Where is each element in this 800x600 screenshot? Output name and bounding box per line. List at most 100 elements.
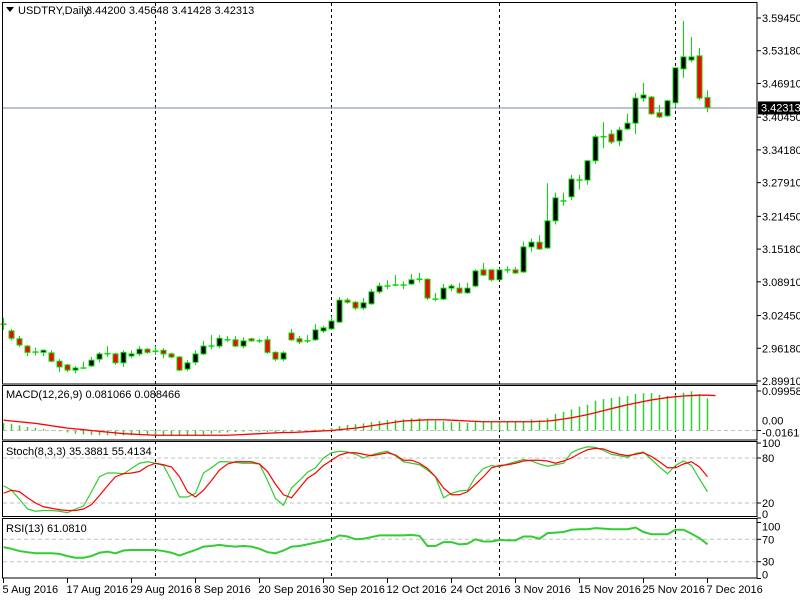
candle-body-bull	[240, 340, 247, 347]
candle	[256, 338, 263, 343]
candle-body-bear	[424, 278, 431, 299]
candle	[288, 328, 295, 341]
candle	[184, 360, 191, 372]
candle	[472, 269, 479, 288]
axes: 3.59450 3.53180 3.46910 3.40450 3.34180 3.279…	[3, 13, 800, 596]
candle	[112, 352, 119, 365]
macd-panel[interactable]: MACD(12,26,9) 0.081066 0.088466	[2, 385, 758, 441]
date-tick-label: 15 Nov 2016	[579, 584, 641, 596]
candle	[496, 268, 503, 281]
stochastic-axis-label: 80	[762, 453, 774, 465]
stochastic-main-line	[3, 446, 709, 514]
candle-body-bull	[616, 129, 623, 142]
dropdown-triangle-icon[interactable]	[6, 7, 14, 12]
candle	[376, 282, 383, 294]
candle	[352, 301, 359, 311]
candle-body-bull	[128, 353, 135, 357]
candle	[384, 280, 391, 290]
stochastic-axis-label: 100	[762, 438, 780, 450]
candle	[648, 96, 655, 115]
stochastic-panel[interactable]: Stoch(8,3,3) 35.3881 55.4134	[2, 441, 758, 517]
candle-body-bull	[72, 367, 79, 371]
rsi-axis-label: 100	[762, 522, 780, 534]
candle	[424, 278, 431, 301]
candle-body-bull	[184, 362, 191, 370]
date-tick-label: 17 Aug 2016	[67, 584, 129, 596]
candle-body-bull	[96, 353, 103, 360]
rsi-line	[3, 526, 709, 559]
candle-body-bear	[264, 339, 271, 353]
candle	[240, 337, 247, 349]
candle	[128, 350, 135, 359]
candle	[488, 269, 495, 282]
date-tick-label: 5 Aug 2016	[3, 584, 59, 596]
candle	[280, 351, 287, 362]
candle	[528, 238, 535, 252]
candle-body-bear	[272, 351, 279, 360]
candle-body-bull	[88, 359, 95, 367]
price-tick-label: 3.34180	[762, 145, 800, 157]
stochastic-axis-label: 20	[762, 498, 774, 510]
candle	[272, 351, 279, 362]
macd-bottom-label: -0.016138	[762, 428, 800, 440]
candle	[152, 346, 159, 355]
candle	[440, 283, 447, 301]
candle	[32, 347, 39, 356]
candle-body-bear	[248, 338, 255, 342]
main-price-panel[interactable]: USDTRY,Daily 3.44200 3.45648 3.41428 3.4…	[0, 2, 758, 385]
candle-body-bull	[632, 97, 639, 124]
candle-body-bull	[192, 353, 199, 363]
candle-body-bear	[24, 345, 31, 353]
candle-body-bull	[584, 160, 591, 181]
candle	[264, 336, 271, 354]
candle	[304, 335, 311, 343]
price-tick-label: 2.89910	[762, 376, 800, 388]
candle	[8, 328, 15, 341]
candle	[608, 129, 615, 145]
macd-zero-label: 0.00	[762, 416, 783, 428]
candle	[680, 20, 687, 78]
candle-body-bull	[528, 241, 535, 248]
candle	[568, 174, 575, 200]
candle-body-bear	[480, 269, 487, 276]
candle	[168, 352, 175, 359]
rsi-label: RSI(13) 61.0810	[6, 523, 87, 535]
candle-body-bear	[648, 96, 655, 115]
candle	[208, 335, 215, 350]
candle-body-bull	[200, 345, 207, 355]
rsi-axis-label: 70	[762, 534, 774, 546]
rsi-panel[interactable]: RSI(13) 61.0810	[2, 518, 758, 579]
candle-body-bull	[568, 178, 575, 198]
candle	[616, 126, 623, 147]
candle	[160, 348, 167, 359]
candle	[368, 289, 375, 305]
candle-body-bull	[672, 67, 679, 104]
stochastic-marks	[3, 446, 757, 514]
candle-body-bull	[40, 349, 47, 353]
candle	[448, 283, 455, 292]
candle	[520, 241, 527, 273]
candle	[360, 298, 367, 311]
candle	[456, 282, 463, 294]
candle	[64, 363, 71, 373]
candle	[600, 122, 607, 149]
stochastic-panel-frame	[2, 441, 758, 517]
candle-body-bear	[48, 352, 55, 362]
candle-body-bull	[688, 56, 695, 61]
candle	[432, 292, 439, 302]
candle	[576, 174, 583, 190]
ohlc-values: 3.44200 3.45648 3.41428 3.42313	[86, 5, 254, 17]
candle-body-bear	[64, 364, 71, 371]
candle-body-bull	[520, 246, 527, 273]
price-tick-label: 3.40450	[762, 112, 800, 124]
candle	[592, 134, 599, 164]
candle-body-bear	[112, 353, 119, 364]
candle-body-bull	[216, 337, 223, 347]
macd-label: MACD(12,26,9) 0.081066 0.088466	[6, 389, 180, 401]
candle-body-bull	[328, 320, 335, 330]
candle-body-bear	[168, 353, 175, 358]
candle-body-bull	[368, 291, 375, 305]
candle	[40, 349, 47, 356]
price-tick-label: 3.02450	[762, 311, 800, 323]
